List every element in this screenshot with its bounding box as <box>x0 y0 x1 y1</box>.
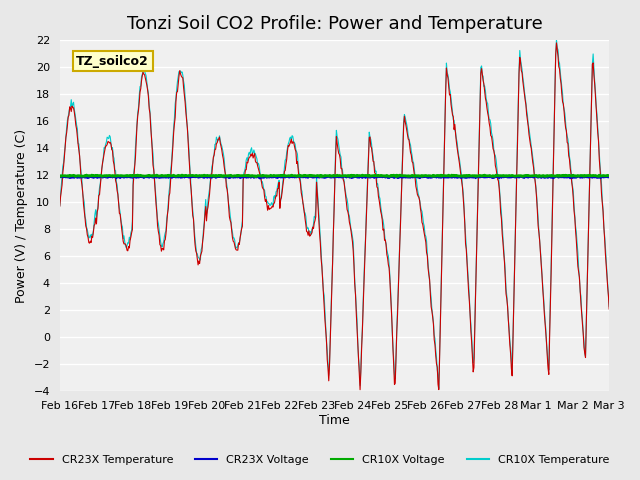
X-axis label: Time: Time <box>319 414 350 427</box>
Y-axis label: Power (V) / Temperature (C): Power (V) / Temperature (C) <box>15 129 28 303</box>
Title: Tonzi Soil CO2 Profile: Power and Temperature: Tonzi Soil CO2 Profile: Power and Temper… <box>127 15 542 33</box>
Text: TZ_soilco2: TZ_soilco2 <box>76 55 149 68</box>
Legend: CR23X Temperature, CR23X Voltage, CR10X Voltage, CR10X Temperature: CR23X Temperature, CR23X Voltage, CR10X … <box>26 451 614 469</box>
